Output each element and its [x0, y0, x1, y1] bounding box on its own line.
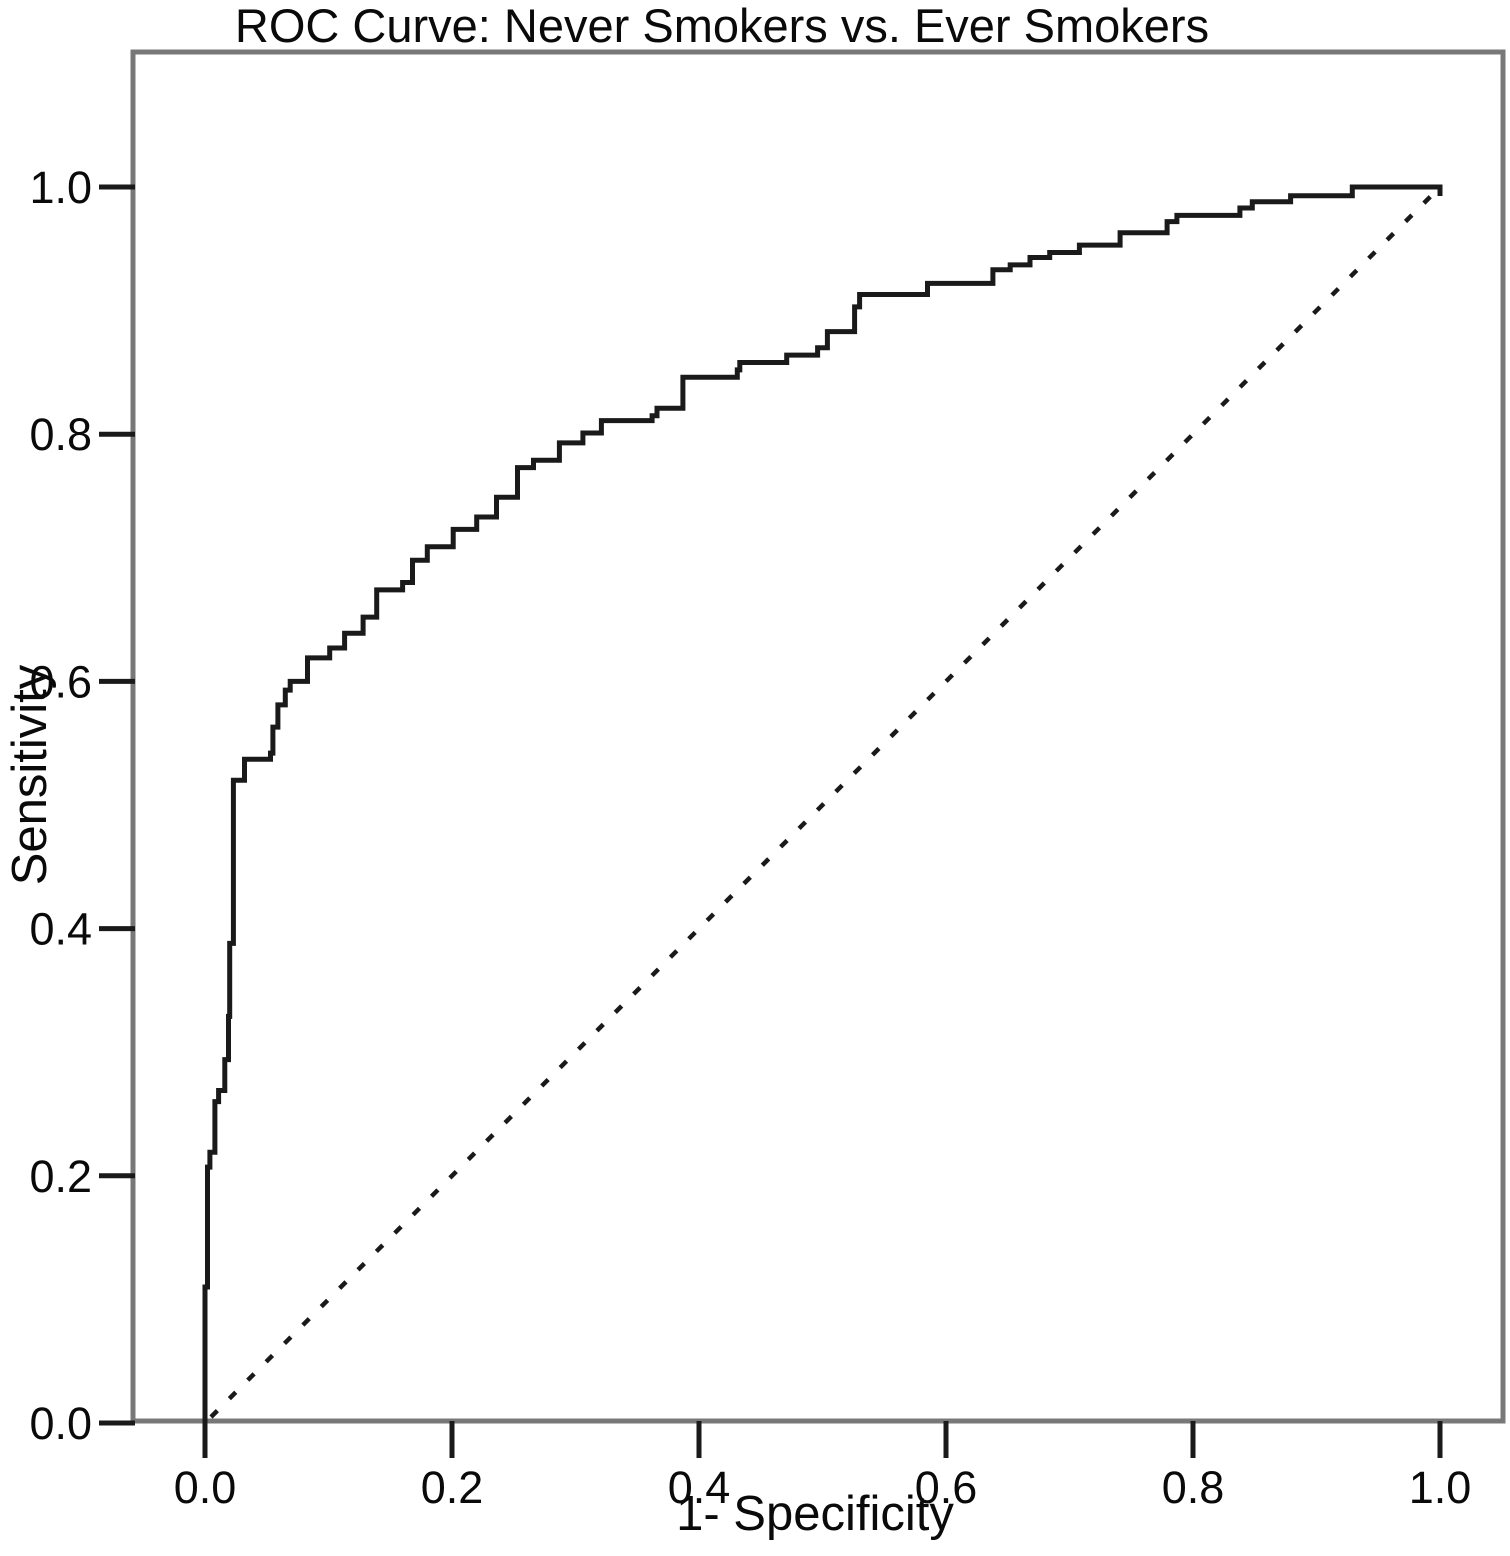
x-axis-label: 1- Specificity — [676, 1487, 954, 1541]
x-tick-label: 0.4 — [668, 1462, 731, 1513]
x-tick-label: 0.0 — [174, 1462, 237, 1513]
x-axis-ticks — [202, 1421, 1443, 1458]
y-tick-label: 0.8 — [29, 409, 92, 460]
y-axis-tick-labels: 0.0 0.2 0.4 0.6 0.8 1.0 — [29, 162, 92, 1449]
chart-title: ROC Curve: Never Smokers vs. Ever Smoker… — [235, 0, 1209, 52]
y-tick-label: 0.4 — [29, 904, 92, 955]
x-axis-tick-labels: 0.0 0.2 0.4 0.6 0.8 1.0 — [174, 1462, 1472, 1513]
x-tick-label: 0.2 — [421, 1462, 484, 1513]
y-tick-label: 1.0 — [29, 162, 92, 213]
y-tick-label: 0.2 — [29, 1151, 92, 1202]
roc-curve-line — [202, 184, 1443, 1423]
y-tick-label: 0.6 — [29, 656, 92, 707]
y-axis-label: Sensitivity — [3, 664, 57, 885]
x-tick-label: 1.0 — [1409, 1462, 1472, 1513]
plot-frame — [130, 49, 1506, 1424]
x-tick-label: 0.8 — [1162, 1462, 1225, 1513]
x-tick-label: 0.6 — [915, 1462, 978, 1513]
y-axis-ticks — [99, 184, 135, 1426]
y-tick-label: 0.0 — [29, 1398, 92, 1449]
reference-diagonal-line — [209, 189, 1438, 1419]
